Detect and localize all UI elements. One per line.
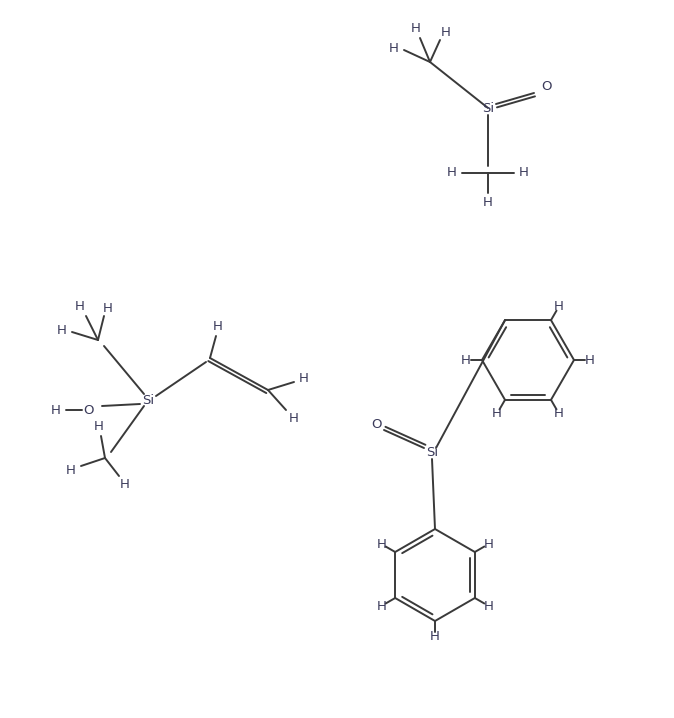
Text: H: H [376,600,386,612]
Text: H: H [461,353,471,366]
Text: O: O [83,404,93,416]
Text: H: H [376,538,386,551]
Text: H: H [441,26,451,39]
Text: H: H [51,404,61,416]
Text: H: H [492,407,502,420]
Text: H: H [554,300,564,313]
Text: H: H [120,477,130,490]
Text: H: H [103,302,113,314]
Text: H: H [213,320,223,332]
Text: H: H [447,167,457,180]
Text: H: H [57,324,67,337]
Text: H: H [389,42,399,55]
Text: H: H [484,538,493,551]
Text: Si: Si [426,445,438,459]
Text: H: H [484,600,493,612]
Text: Si: Si [142,393,154,406]
Text: Si: Si [482,101,494,114]
Text: H: H [554,407,564,420]
Text: H: H [585,353,595,366]
Text: H: H [483,197,493,210]
Text: H: H [289,411,299,424]
Text: O: O [541,80,551,93]
Text: H: H [519,167,529,180]
Text: H: H [66,464,76,477]
Text: H: H [411,22,421,34]
Text: H: H [94,419,104,432]
Text: H: H [75,299,85,312]
Text: O: O [371,417,381,431]
Text: H: H [430,630,440,643]
Text: H: H [299,371,309,385]
